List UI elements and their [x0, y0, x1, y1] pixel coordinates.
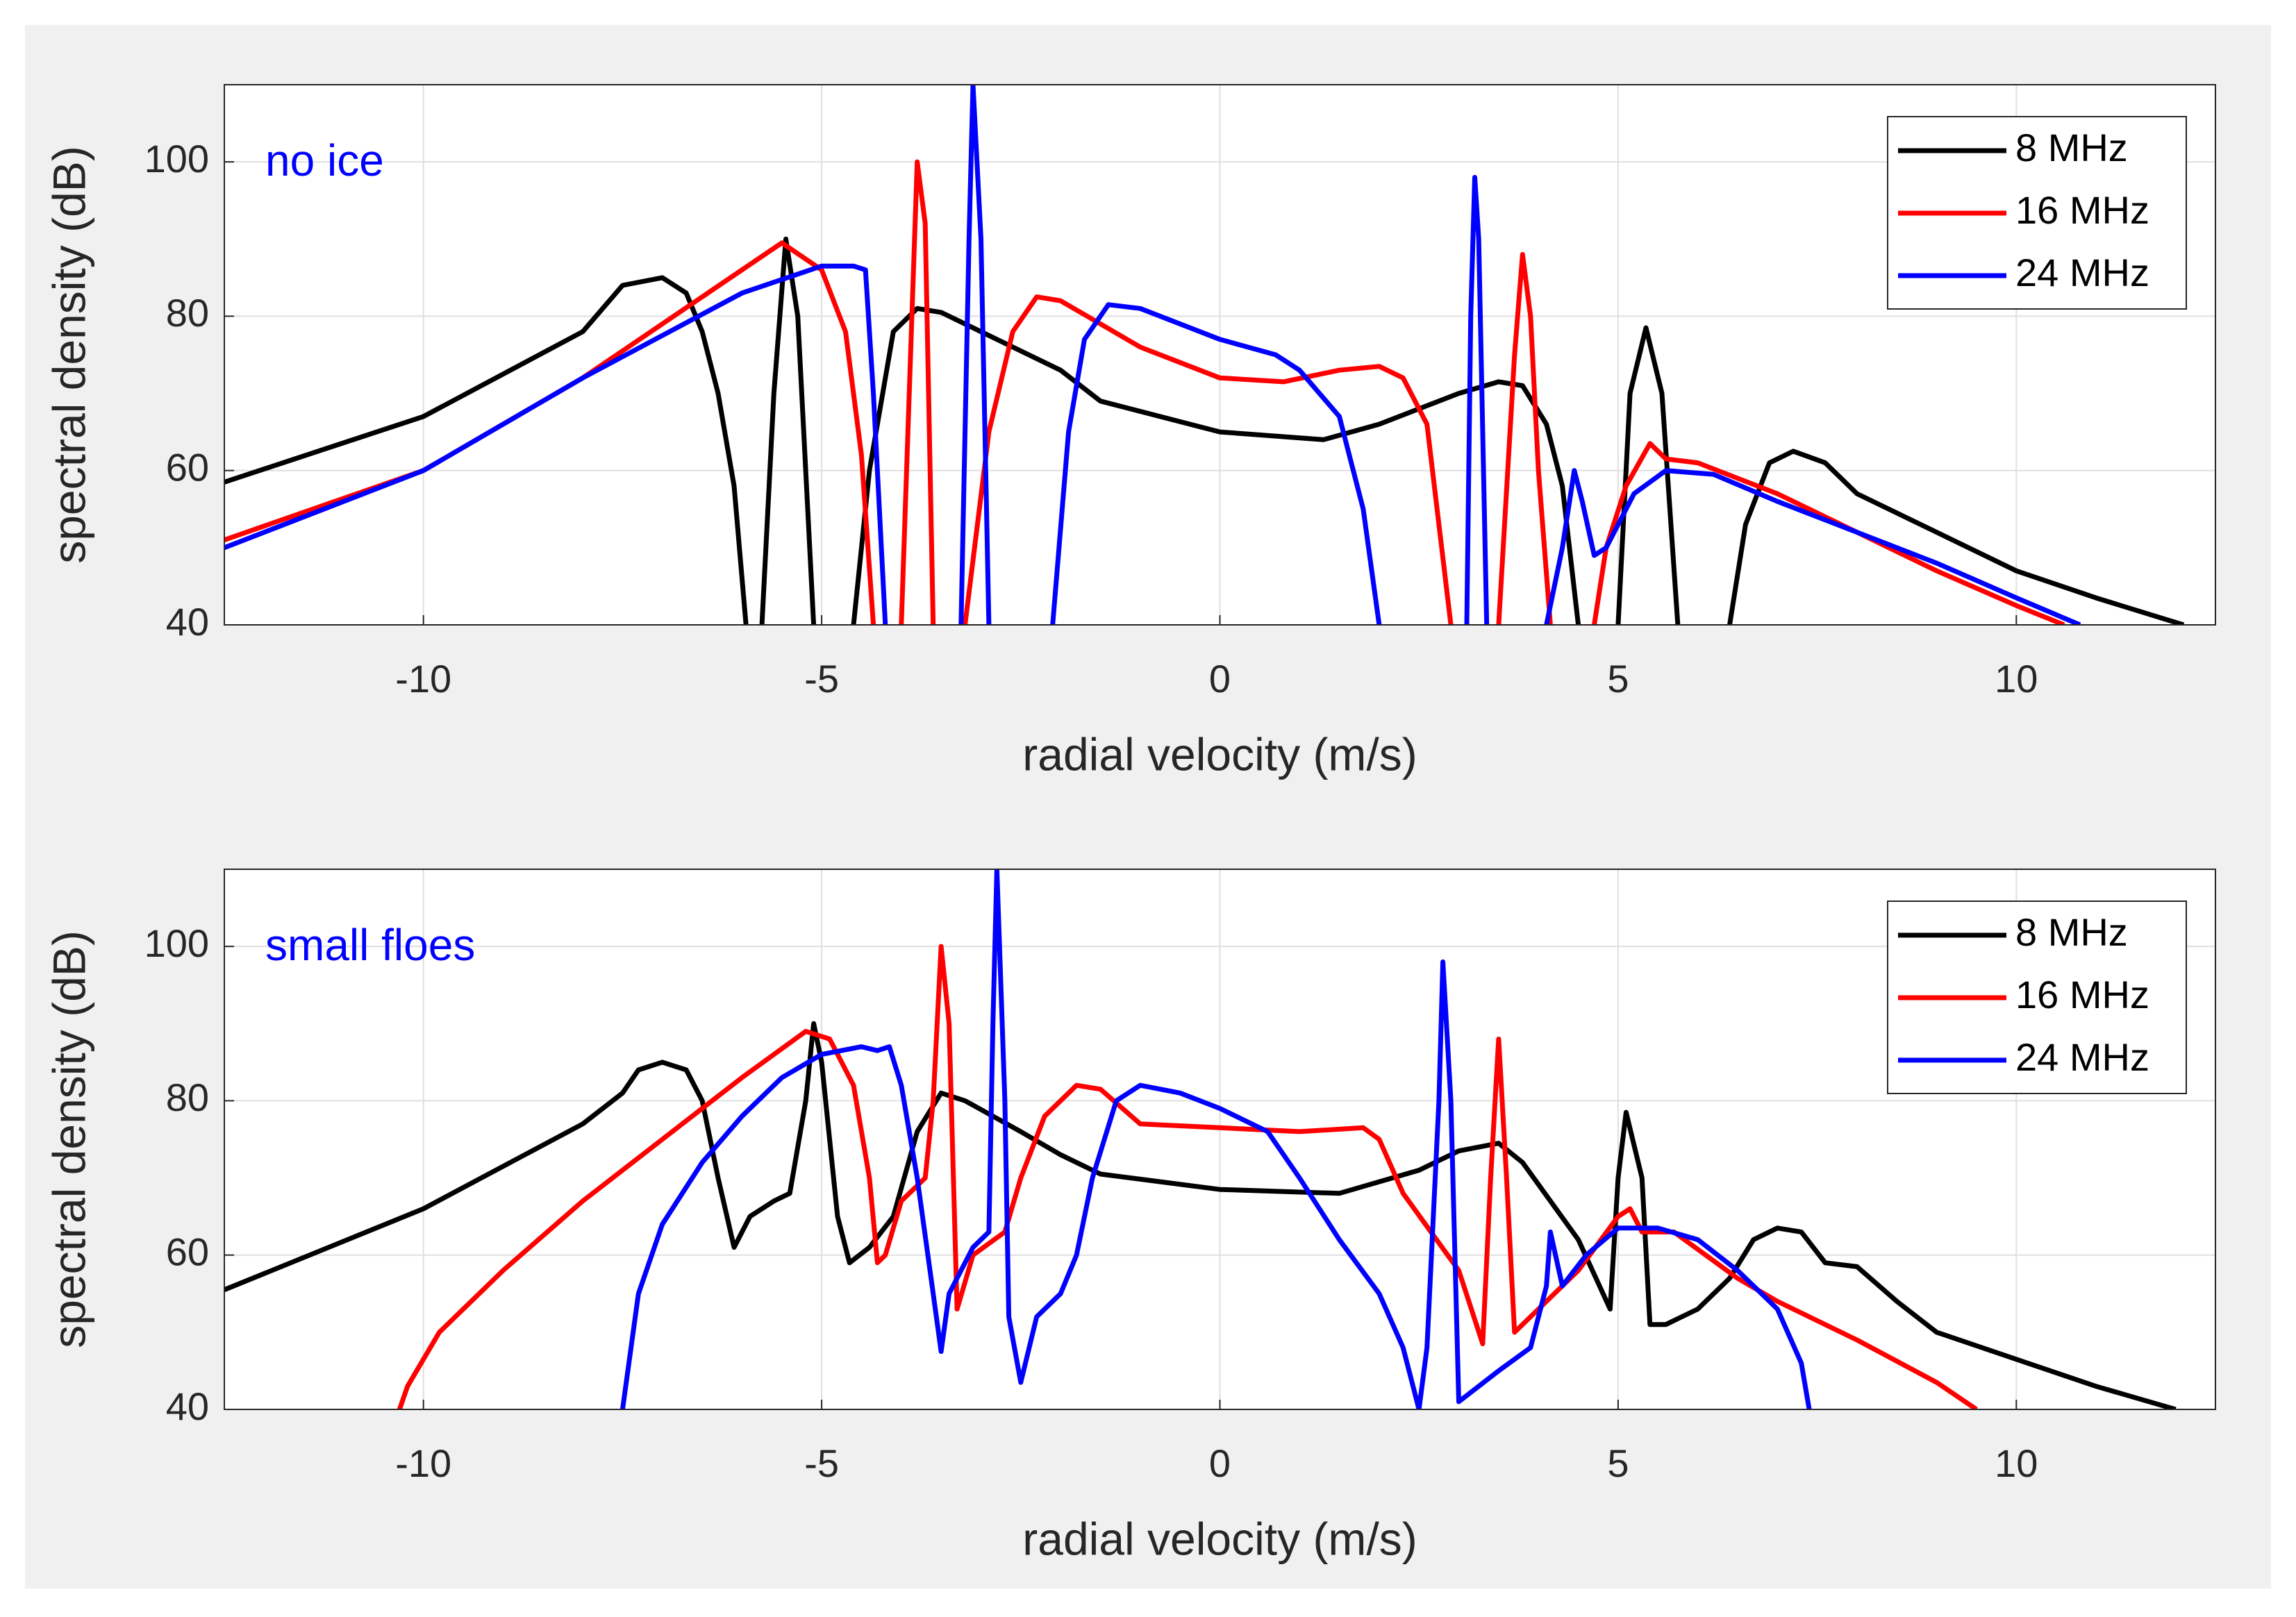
x-tick-label: 0 — [1209, 1441, 1231, 1485]
data-line — [224, 1021, 2177, 1409]
x-tick-label: -5 — [804, 1441, 839, 1485]
data-line — [619, 869, 1812, 1409]
y-tick-label: 60 — [166, 446, 209, 489]
y-axis-label: spectral density (dB) — [43, 930, 94, 1348]
x-tick-label: 10 — [1995, 657, 2038, 701]
data-line — [224, 85, 2081, 625]
data-line — [397, 944, 1978, 1409]
x-tick-label: -5 — [804, 657, 839, 701]
legend-label: 8 MHz — [2015, 126, 2128, 169]
x-axis-label: radial velocity (m/s) — [1022, 1513, 1417, 1564]
y-tick-label: 80 — [166, 1075, 209, 1119]
annotation: small floes — [265, 920, 475, 970]
y-tick-label: 40 — [166, 1384, 209, 1428]
chart: -10 -5 0 5 10 40 60 80 100 no ice radial velocity … — [43, 84, 2216, 780]
y-tick-label: 100 — [144, 921, 209, 965]
data-line — [224, 236, 2185, 625]
axes-box — [224, 869, 2216, 1410]
legend-label: 16 MHz — [2015, 188, 2149, 232]
chart: -10 -5 0 5 10 40 60 80 100 small floes radial velo… — [43, 869, 2216, 1564]
x-tick-label: -10 — [395, 657, 451, 701]
annotation: no ice — [265, 135, 384, 185]
legend-label: 16 MHz — [2015, 973, 2149, 1016]
y-tick-label: 60 — [166, 1230, 209, 1274]
y-tick-label: 100 — [144, 137, 209, 181]
y-tick-label: 80 — [166, 291, 209, 335]
x-tick-label: 10 — [1995, 1441, 2038, 1485]
x-axis-label: radial velocity (m/s) — [1022, 728, 1417, 780]
x-tick-label: 5 — [1607, 657, 1629, 701]
y-axis-label: spectral density (dB) — [43, 146, 94, 564]
legend-label: 8 MHz — [2015, 910, 2128, 954]
legend-label: 24 MHz — [2015, 251, 2149, 294]
axes-box — [224, 84, 2216, 626]
legend-label: 24 MHz — [2015, 1035, 2149, 1079]
x-tick-label: 0 — [1209, 657, 1231, 701]
x-tick-label: -10 — [395, 1441, 451, 1485]
data-line — [224, 159, 2065, 625]
y-tick-label: 40 — [166, 600, 209, 644]
x-tick-label: 5 — [1607, 1441, 1629, 1485]
